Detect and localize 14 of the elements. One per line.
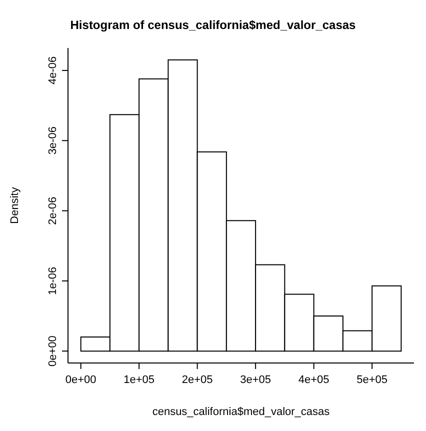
x-tick-label: 5e+05 (356, 374, 388, 386)
x-tick-label: 0e+00 (65, 374, 96, 386)
y-tick-label: 4e-06 (47, 56, 59, 85)
y-axis-title: Density (8, 186, 21, 224)
chart-title: Histogram of census_california$med_valor_casas (69, 17, 357, 34)
y-tick-label: 2e-06 (47, 196, 59, 225)
x-axis-title: census_california$med_valor_casas (152, 406, 330, 418)
x-tick-label: 3e+05 (240, 374, 272, 386)
y-tick-label: 0e+00 (47, 336, 59, 367)
y-tick-label: 3e-06 (47, 126, 59, 155)
x-tick-label: 2e+05 (182, 374, 213, 386)
y-tick-label: 1e-06 (47, 266, 59, 295)
x-tick-label: 1e+05 (124, 374, 155, 386)
x-tick-label: 4e+05 (298, 374, 330, 386)
